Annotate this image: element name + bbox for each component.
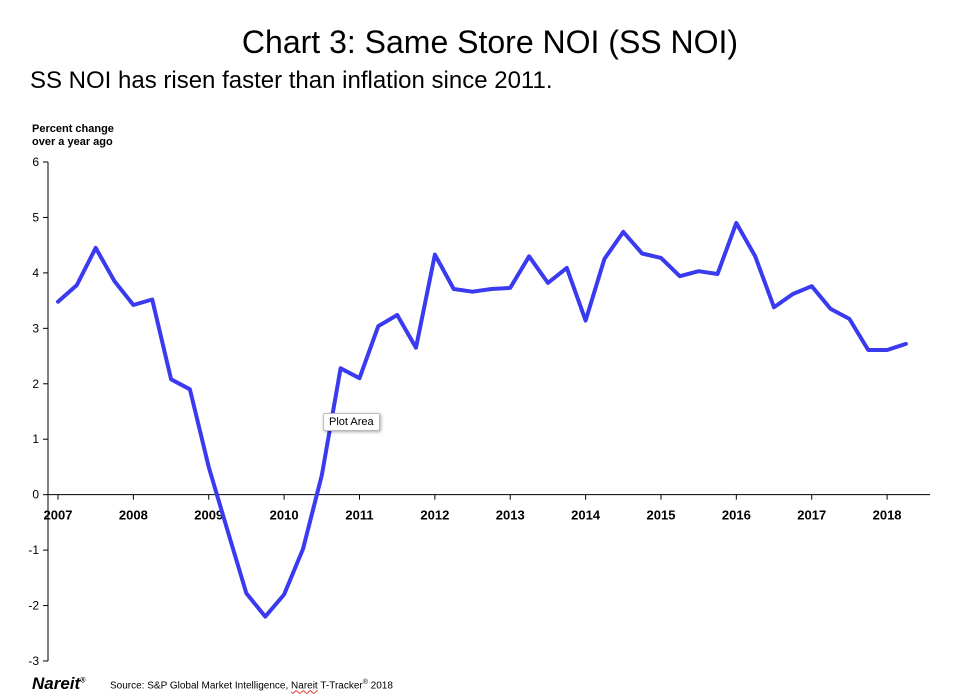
chart-subtitle: SS NOI has risen faster than inflation s… (30, 67, 553, 94)
x-tick-label: 2010 (270, 508, 299, 523)
data-point (697, 269, 701, 273)
x-tick-label: 2008 (119, 508, 148, 523)
data-point (320, 473, 324, 477)
data-point (753, 254, 757, 258)
source-product: T-Tracker (317, 680, 363, 692)
data-point (301, 547, 305, 551)
data-point (263, 615, 267, 619)
plot-area-tooltip: Plot Area (323, 413, 380, 431)
y-tick-label: 1 (32, 432, 39, 446)
source-note: Source: S&P Global Market Intelligence, … (110, 679, 393, 691)
data-point (847, 317, 851, 321)
data-point (602, 257, 606, 261)
nareit-logo: Nareit® (32, 674, 85, 694)
y-tick-label: 3 (32, 321, 39, 335)
nareit-logo-text: Nareit (32, 674, 81, 693)
data-point (734, 221, 738, 225)
x-tick-label: 2012 (420, 508, 449, 523)
data-point (659, 256, 663, 260)
nareit-logo-mark: ® (80, 677, 86, 685)
x-tick-label: 2007 (44, 508, 73, 523)
data-point (791, 292, 795, 296)
y-tick-label: 0 (32, 488, 39, 502)
data-point (357, 376, 361, 380)
data-point (169, 377, 173, 381)
data-point (866, 348, 870, 352)
y-tick-label: 6 (32, 155, 39, 169)
x-tick-label: 2014 (571, 508, 601, 523)
data-point (207, 465, 211, 469)
data-point (188, 387, 192, 391)
x-tick-label: 2011 (345, 508, 373, 523)
y-tick-label: -1 (28, 543, 39, 557)
data-point (584, 319, 588, 323)
x-tick-label: 2018 (873, 508, 902, 523)
data-point (433, 253, 437, 257)
data-point (471, 290, 475, 294)
data-point (640, 251, 644, 255)
ss-noi-series-line (56, 221, 908, 619)
y-tick-label: 5 (32, 210, 39, 224)
data-point (94, 246, 98, 250)
data-point (527, 254, 531, 258)
data-point (150, 298, 154, 302)
data-point (244, 591, 248, 595)
data-point (339, 366, 343, 370)
data-point (489, 287, 493, 291)
y-axis-label-line-2: over a year ago (32, 136, 113, 148)
y-tick-label: 4 (32, 266, 39, 280)
source-prefix: Source: S&P Global Market Intelligence, (110, 680, 292, 692)
y-axis-label-line-1: Percent change (32, 123, 114, 135)
data-point (565, 266, 569, 270)
data-point (621, 230, 625, 234)
data-point (414, 346, 418, 350)
data-point (131, 303, 135, 307)
source-mark: ® (362, 679, 368, 686)
data-point (226, 529, 230, 533)
data-point (282, 592, 286, 596)
chart-title: Chart 3: Same Store NOI (SS NOI) (241, 24, 739, 60)
y-tick-label: 2 (32, 377, 39, 391)
y-tick-label: -2 (28, 599, 39, 613)
y-tick-label: -3 (28, 654, 39, 668)
data-point (546, 281, 550, 285)
data-point (678, 274, 682, 278)
data-point (452, 287, 456, 291)
source-brand: Nareit (291, 680, 318, 692)
x-tick-label: 2013 (496, 508, 525, 523)
x-tick-label: 2016 (722, 508, 751, 523)
data-point (395, 313, 399, 317)
data-point (904, 342, 908, 346)
source-year: 2018 (367, 680, 393, 692)
y-axis-label: Percent change over a year ago (32, 123, 114, 149)
x-tick-label: 2015 (647, 508, 676, 523)
data-point (508, 286, 512, 290)
data-point (829, 307, 833, 311)
x-tick-label: 2009 (194, 508, 223, 523)
data-point (772, 305, 776, 309)
data-point (715, 272, 719, 276)
data-point (810, 284, 814, 288)
data-point (75, 283, 79, 287)
data-point (56, 300, 60, 304)
data-point (376, 324, 380, 328)
x-tick-label: 2017 (797, 508, 826, 523)
data-point (885, 348, 889, 352)
data-point (113, 279, 117, 283)
